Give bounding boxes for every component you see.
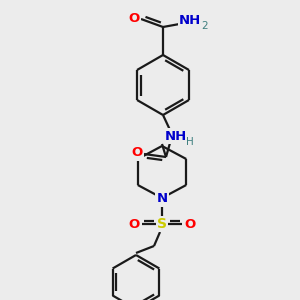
Text: NH: NH (179, 14, 201, 28)
Text: O: O (128, 218, 140, 230)
Text: 2: 2 (202, 21, 208, 31)
Text: O: O (131, 146, 142, 160)
Text: O: O (128, 11, 140, 25)
Text: S: S (157, 217, 167, 231)
Text: NH: NH (165, 130, 187, 142)
Text: H: H (186, 137, 194, 147)
Text: O: O (184, 218, 196, 230)
Text: N: N (156, 191, 168, 205)
